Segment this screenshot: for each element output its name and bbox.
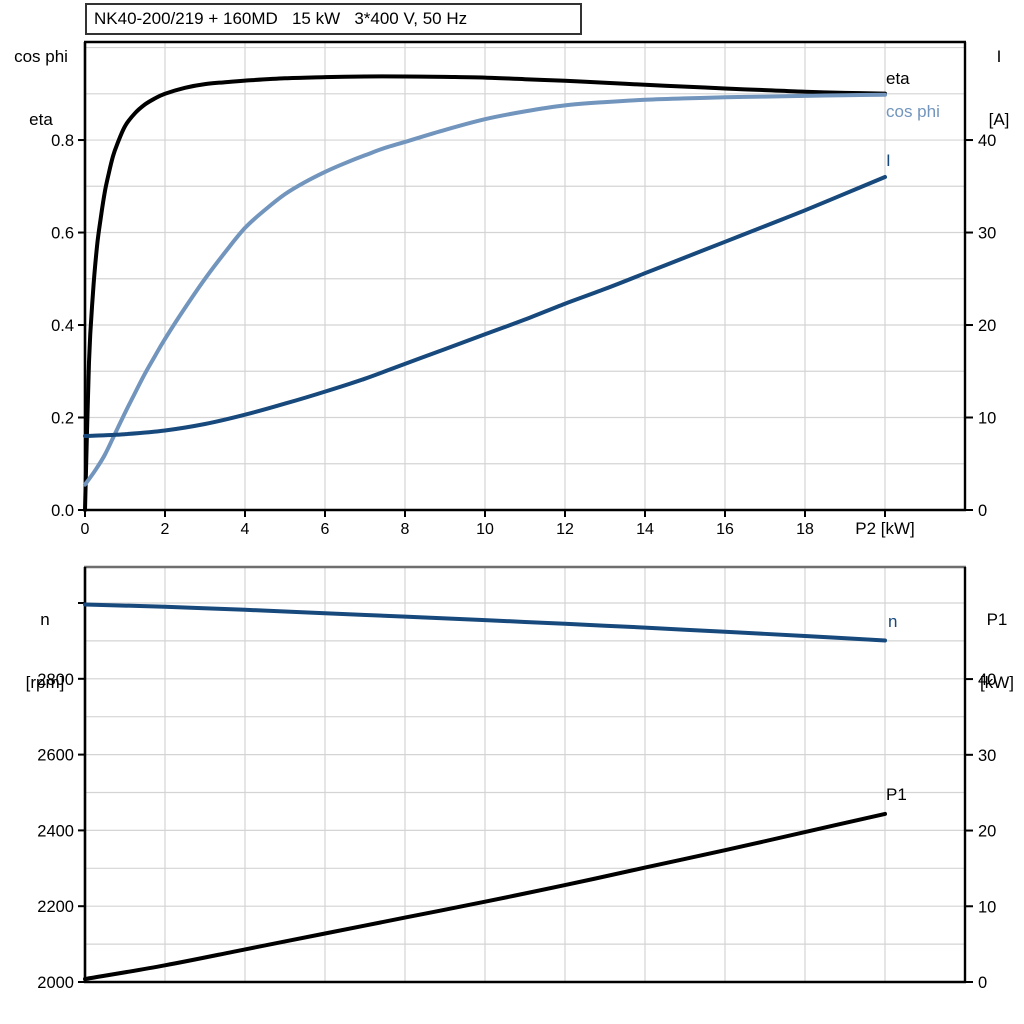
p1-axis-unit: [kW] [980, 673, 1014, 692]
I-curve-label: I [886, 151, 891, 170]
eta-curve-label: eta [886, 69, 910, 88]
left-tick-label: 2800 [37, 671, 74, 689]
left-axis-title-top-panel: cos phi eta [2, 4, 80, 151]
cos-phi-axis-label: cos phi [14, 47, 68, 66]
right-tick-label: 30 [978, 225, 996, 243]
left-tick-label: 2600 [37, 747, 74, 765]
x-tick-label: 16 [716, 521, 734, 538]
right-axis-title-top-panel: I [A] [976, 4, 1022, 151]
x-tick-label: 8 [401, 521, 410, 538]
current-axis-label: I [996, 47, 1002, 66]
eta-curve [83, 74, 887, 512]
current-axis-unit: [A] [988, 110, 1010, 129]
right-tick-label: 20 [978, 317, 996, 335]
speed-axis-unit: [rpm] [25, 673, 65, 692]
left-tick-label: 0.2 [51, 410, 74, 428]
bottom-panel: 2000 2200 2400 2600 2800 0 10 20 30 40 n P1 [37, 565, 996, 992]
P1-curve-label: P1 [886, 785, 907, 804]
right-tick-label: 40 [978, 132, 996, 150]
left-tick-label: 0.6 [51, 225, 74, 243]
speed-axis-label: n [40, 610, 50, 629]
right-tick-label: 0 [978, 502, 987, 520]
n-curve-label: n [888, 612, 897, 631]
left-tick-label: 2400 [37, 822, 74, 840]
left-tick-label: 2200 [37, 898, 74, 916]
x-tick-label: 2 [161, 521, 170, 538]
right-tick-label: 0 [978, 974, 987, 992]
I-curve [83, 175, 887, 438]
top-panel: 0 2 4 6 8 10 12 14 16 18 P2 [kW] 0.0 0.2 0.4 0.6 0.8 0 10… [51, 40, 996, 538]
right-axis-title-bottom-panel: P1 [kW] [970, 567, 1024, 714]
x-tick-label: 10 [476, 521, 494, 538]
left-tick-label: 0.4 [51, 317, 74, 335]
x-axis-unit-label: P2 [kW] [855, 519, 915, 538]
x-tick-label: 18 [796, 521, 814, 538]
x-tick-label: 14 [636, 521, 654, 538]
cos_phi-curve [83, 92, 887, 487]
right-tick-label: 10 [978, 898, 996, 916]
p1-axis-label: P1 [986, 610, 1008, 629]
right-tick-label: 10 [978, 410, 996, 428]
cos_phi-curve-label: cos phi [886, 102, 940, 121]
x-tick-label: 0 [81, 521, 90, 538]
P1-curve [83, 811, 887, 981]
chart-title-box: NK40-200/219 + 160MD 15 kW 3*400 V, 50 H… [85, 3, 582, 35]
left-tick-label: 0.0 [51, 502, 74, 520]
x-tick-label: 12 [556, 521, 574, 538]
right-tick-label: 20 [978, 823, 996, 841]
left-tick-label: 2000 [37, 974, 74, 992]
left-axis-title-bottom-panel: n [rpm] [14, 567, 76, 714]
left-tick-label: 0.8 [51, 132, 74, 150]
eta-axis-label: eta [29, 110, 53, 129]
n-curve [83, 602, 887, 643]
x-tick-label: 4 [241, 521, 250, 538]
right-tick-label: 30 [978, 747, 996, 765]
x-tick-label: 6 [321, 521, 330, 538]
right-tick-label: 40 [978, 671, 996, 689]
